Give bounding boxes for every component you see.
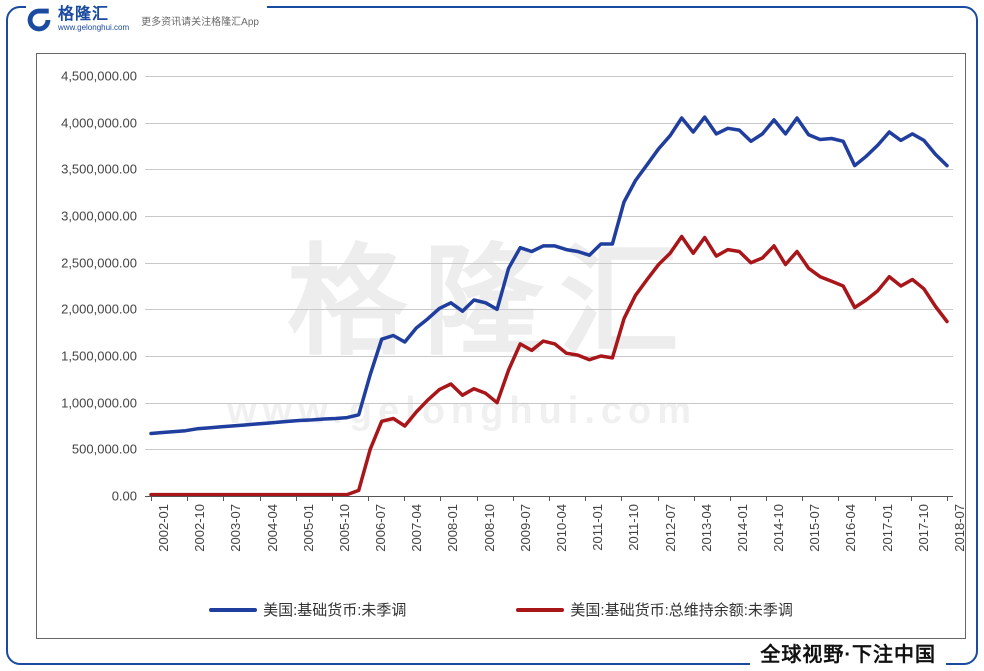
x-tick-label: 2014-01: [735, 504, 750, 552]
x-tick-label: 2016-04: [843, 504, 858, 552]
brand-tagline: 更多资讯请关注格隆汇App: [141, 13, 259, 28]
brand-header: 格隆汇 www.gelonghui.com 更多资讯请关注格隆汇App: [26, 6, 267, 34]
x-tick-label: 2017-01: [880, 504, 895, 552]
y-tick-label: 2,000,000.00: [37, 302, 137, 317]
brand-logo-icon: [26, 7, 52, 33]
card-frame: 格隆汇 www.gelonghui.com 更多资讯请关注格隆汇App 全球视野…: [6, 6, 978, 665]
x-tick-label: 2005-01: [301, 504, 316, 552]
x-tick-label: 2013-04: [699, 504, 714, 552]
legend-label-0: 美国:基础货币:未季调: [263, 599, 406, 620]
x-tick-label: 2007-04: [409, 504, 424, 552]
x-tick-label: 2015-07: [807, 504, 822, 552]
y-tick-label: 1,500,000.00: [37, 349, 137, 364]
x-tick-label: 2002-01: [156, 504, 171, 552]
x-tick-label: 2003-07: [228, 504, 243, 552]
x-tick-label: 2004-04: [265, 504, 280, 552]
y-tick-label: 500,000.00: [37, 442, 137, 457]
legend-label-1: 美国:基础货币:总维持余额:未季调: [570, 599, 793, 620]
legend-item-1: 美国:基础货币:总维持余额:未季调: [516, 599, 793, 620]
x-tick-label: 2012-07: [663, 504, 678, 552]
series-line: [151, 117, 947, 433]
x-tick-label: 2002-10: [192, 504, 207, 552]
x-tick-label: 2006-07: [373, 504, 388, 552]
series-line: [151, 237, 947, 495]
legend-swatch-0: [209, 608, 257, 612]
x-tick-label: 2008-10: [482, 504, 497, 552]
x-tick-label: 2005-10: [337, 504, 352, 552]
x-tick-label: 2014-10: [771, 504, 786, 552]
x-tick-label: 2010-04: [554, 504, 569, 552]
x-tick-label: 2011-10: [626, 504, 641, 551]
brand-name: 格隆汇: [58, 7, 129, 24]
brand-url: www.gelonghui.com: [58, 24, 129, 32]
y-tick-label: 2,500,000.00: [37, 255, 137, 270]
y-tick-label: 4,500,000.00: [37, 69, 137, 84]
x-tick-label: 2017-10: [916, 504, 931, 552]
y-tick-label: 3,500,000.00: [37, 162, 137, 177]
y-tick-label: 1,000,000.00: [37, 395, 137, 410]
x-axis: [145, 496, 953, 497]
x-tick-label: 2009-07: [518, 504, 533, 552]
line-series: [145, 76, 953, 496]
x-tick-label: 2018-07: [952, 504, 967, 552]
x-tick-label: 2008-01: [445, 504, 460, 552]
plot-area: [145, 76, 953, 496]
y-tick-label: 0.00: [37, 489, 137, 504]
y-tick-label: 3,000,000.00: [37, 209, 137, 224]
chart-container: 格隆汇 www.gelonghui.com 0.00500,000.001,00…: [36, 53, 966, 639]
x-tick-label: 2011-01: [590, 504, 605, 551]
legend: 美国:基础货币:未季调 美国:基础货币:总维持余额:未季调: [37, 599, 965, 620]
legend-item-0: 美国:基础货币:未季调: [209, 599, 406, 620]
legend-swatch-1: [516, 608, 564, 612]
y-tick-label: 4,000,000.00: [37, 115, 137, 130]
footer-slogan: 全球视野·下注中国: [750, 638, 946, 667]
